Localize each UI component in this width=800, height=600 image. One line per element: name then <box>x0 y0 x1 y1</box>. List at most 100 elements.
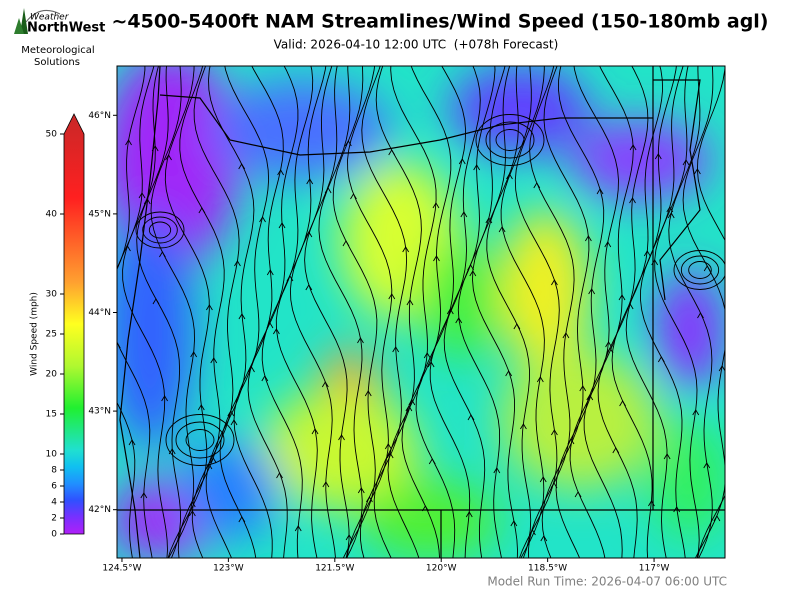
streamline-arrow <box>606 347 614 354</box>
streamline-arrow <box>733 419 739 424</box>
streamline <box>359 66 408 558</box>
streamline-eddy <box>680 255 720 285</box>
streamline-arrow <box>551 429 558 436</box>
colorbar-tick-label: 10 <box>46 450 58 460</box>
streamline-arrow <box>618 294 626 301</box>
streamline-arrow <box>539 476 547 483</box>
streamline-arrow <box>305 284 313 291</box>
streamline <box>136 66 182 558</box>
streamline-arrow <box>197 404 205 411</box>
streamline <box>696 66 725 558</box>
streamline-arrow <box>165 154 172 161</box>
streamline-arrow <box>473 164 481 171</box>
streamline-arrow <box>529 529 536 536</box>
streamline-arrow <box>278 222 286 229</box>
streamline <box>275 66 327 558</box>
colorbar <box>63 113 85 535</box>
streamline-arrow <box>446 308 454 315</box>
lon-tick-label: 120°W <box>426 564 457 574</box>
streamline <box>150 66 195 558</box>
logo-caption: Meteorological <box>21 45 94 56</box>
streamline-arrow <box>643 250 651 257</box>
lat-tick-label: 46°N <box>88 111 111 121</box>
lat-tick-label: 43°N <box>88 407 111 417</box>
lon-tick-label: 121.5°W <box>315 564 354 574</box>
streamline-eddy <box>185 429 215 451</box>
streamline <box>122 66 168 558</box>
streamline-arrow <box>238 313 246 320</box>
borders <box>117 66 725 558</box>
streamline <box>401 66 452 558</box>
streamline <box>611 66 664 558</box>
streamline-arrow <box>540 535 548 542</box>
streamline <box>443 66 496 558</box>
logo-text: Weather <box>30 13 70 23</box>
lat-tick-label: 42°N <box>88 505 111 515</box>
streamline <box>486 66 532 558</box>
streamline-arrow <box>190 351 198 358</box>
map <box>117 66 739 558</box>
streamline <box>261 66 314 558</box>
streamline <box>514 66 560 558</box>
streamline-arrow <box>465 511 473 518</box>
streamline <box>346 66 393 558</box>
streamline <box>569 66 619 558</box>
streamline-arrow <box>388 293 396 300</box>
streamline-arrow <box>427 361 435 368</box>
streamline-arrow <box>682 159 690 166</box>
logo: Weather NorthWest Meteorological Solutio… <box>14 8 105 68</box>
streamline-arrow <box>161 395 168 402</box>
streamline-arrow <box>321 381 329 388</box>
streamline <box>668 66 713 558</box>
streamline-arrow <box>405 405 413 412</box>
streamline-eddy <box>673 250 725 290</box>
streamline-arrow <box>198 207 206 214</box>
streamline <box>429 66 481 558</box>
streamline <box>654 66 700 558</box>
streamline <box>191 66 240 558</box>
streamline <box>541 66 590 558</box>
streamline <box>318 66 363 558</box>
streamline-arrow <box>579 385 587 392</box>
streamline-arrow <box>209 457 217 464</box>
colorbar-tick-label: 30 <box>46 290 58 300</box>
streamline <box>373 66 422 558</box>
streamline-arrow <box>629 144 637 151</box>
streamline-arrow <box>567 438 575 445</box>
streamline-arrow <box>718 365 725 372</box>
colorbar-tick-label: 4 <box>51 498 57 508</box>
streamline-arrow <box>629 197 636 204</box>
streamline-arrow <box>562 332 570 339</box>
colorbar-tick-label: 20 <box>46 370 58 380</box>
streamline-arrow <box>713 515 721 522</box>
logo-text: NorthWest <box>27 21 105 36</box>
streamline-arrow <box>125 139 132 146</box>
streamline-arrow <box>657 356 665 363</box>
streamline-arrow <box>128 439 136 446</box>
streamline-arrow <box>428 458 436 465</box>
streamline-arrow <box>276 472 283 479</box>
streamline-arrow <box>238 516 246 523</box>
streamline-arrow <box>432 202 440 209</box>
streamline-arrow <box>510 520 518 527</box>
streamline-eddy <box>175 421 225 459</box>
logo-caption: Solutions <box>34 57 80 68</box>
streamline <box>117 66 146 558</box>
streamline-arrow <box>533 182 541 189</box>
streamline-arrow <box>596 188 604 195</box>
streamline-arrow <box>350 193 357 200</box>
streamline-arrow <box>423 352 431 359</box>
streamline-arrow <box>520 423 527 430</box>
streamline <box>289 66 336 558</box>
streamline-eddy <box>148 221 172 239</box>
streamline-eddy <box>475 114 545 166</box>
subtitle: Valid: 2026-04-10 12:00 UTC (+078h Forec… <box>274 38 559 52</box>
colorbar-tick-label: 15 <box>46 410 57 420</box>
lat-tick-label: 45°N <box>88 209 111 219</box>
streamline-arrow <box>667 212 675 219</box>
streamline-arrow <box>357 337 364 344</box>
streamline-arrow <box>586 394 594 401</box>
streamline-arrow <box>467 414 475 421</box>
streamline-arrow <box>536 376 544 383</box>
streamline-arrow <box>654 153 662 160</box>
